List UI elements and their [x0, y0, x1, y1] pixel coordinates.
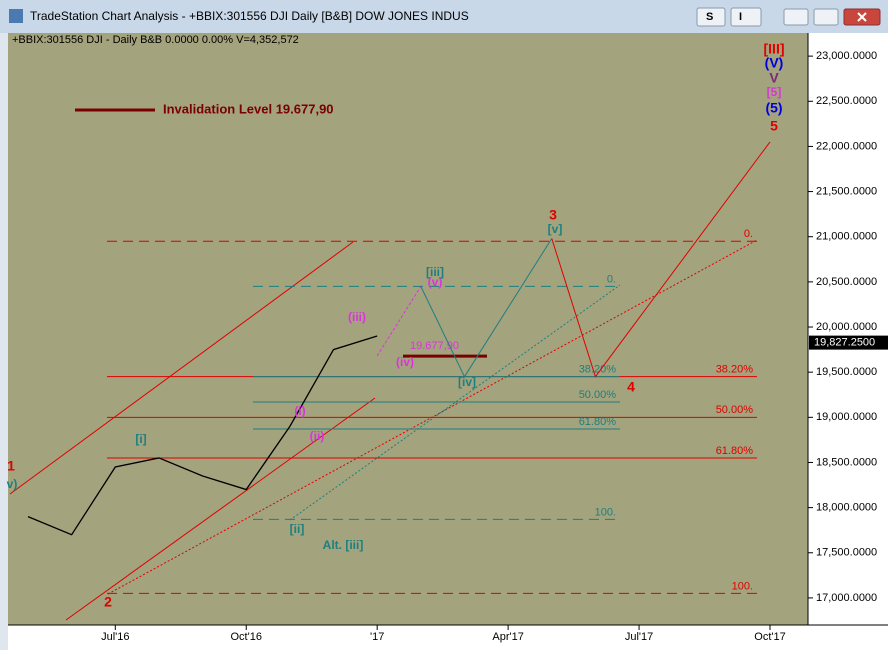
wave-label: (iii) — [348, 310, 366, 324]
maximize-button[interactable] — [813, 8, 839, 26]
invalidation-value-label: 19.677,90 — [410, 340, 459, 352]
channel-line — [9, 241, 354, 495]
wave-label: (ii) — [310, 429, 325, 443]
channel-line — [289, 284, 621, 521]
y-tick-label: 18,500.0000 — [816, 456, 877, 468]
channel-line — [65, 397, 376, 621]
wave-label: [5] — [767, 85, 782, 99]
wave-label: (5) — [765, 100, 782, 116]
fib-label: 61.80% — [579, 416, 617, 428]
x-tick-label: Apr'17 — [492, 631, 523, 643]
wave-label: 3 — [549, 207, 557, 223]
wave-label: Alt. [iii] — [323, 538, 364, 552]
close-icon — [857, 12, 867, 22]
wave-label: [III] — [764, 41, 785, 57]
y-tick-label: 21,500.0000 — [816, 185, 877, 197]
y-tick-label: 22,500.0000 — [816, 95, 877, 107]
last-price-tag — [809, 335, 888, 350]
wave-label: 2 — [104, 594, 112, 610]
fib-label: 0. — [744, 228, 753, 240]
window-title: TradeStation Chart Analysis - +BBIX:3015… — [30, 9, 469, 23]
invalidation-text: Invalidation Level 19.677,90 — [163, 101, 334, 116]
x-tick-label: Oct'17 — [754, 631, 785, 643]
fib-label: 38.20% — [579, 364, 617, 376]
app-icon — [9, 9, 23, 23]
fib-label: 50.00% — [579, 389, 617, 401]
fib-label: 100. — [732, 580, 753, 592]
y-tick-label: 20,500.0000 — [816, 276, 877, 288]
wave-label: V — [769, 70, 779, 86]
wave-label: 5 — [770, 118, 778, 134]
last-price-label: 19,827.2500 — [814, 337, 875, 349]
wave-label: 4 — [627, 379, 635, 395]
wave-label: (V) — [765, 55, 784, 71]
wave-label: (iv) — [396, 355, 414, 369]
x-axis-area — [8, 625, 888, 650]
series-line — [27, 335, 378, 536]
y-tick-label: 18,000.0000 — [816, 502, 877, 514]
y-tick-label: 21,000.0000 — [816, 231, 877, 243]
fib-label: 50.00% — [716, 404, 754, 416]
fib-label: 0. — [607, 273, 616, 285]
y-tick-label: 19,000.0000 — [816, 411, 877, 423]
series-line — [376, 286, 422, 357]
series-line — [420, 238, 553, 378]
s-button-label[interactable]: S — [706, 11, 713, 23]
fib-label: 100. — [595, 506, 616, 518]
minimize-button[interactable] — [783, 8, 809, 26]
wave-label: [v] — [548, 222, 563, 236]
wave-label: [iii] — [426, 265, 444, 279]
fib-label: 61.80% — [716, 445, 754, 457]
series-line — [551, 141, 771, 378]
i-button-label[interactable]: I — [739, 11, 742, 23]
y-tick-label: 19,500.0000 — [816, 366, 877, 378]
x-tick-label: '17 — [370, 631, 384, 643]
plot-area — [8, 33, 808, 625]
y-tick-label: 17,500.0000 — [816, 547, 877, 559]
s-button[interactable] — [696, 7, 726, 27]
wave-label: (i) — [294, 404, 305, 418]
chart-subtitle: +BBIX:301556 DJI - Daily B&B 0.0000 0.00… — [12, 34, 299, 46]
x-tick-label: Oct'16 — [231, 631, 262, 643]
wave-label: v) — [7, 477, 18, 491]
wave-label: [iv] — [458, 375, 476, 389]
y-tick-label: 23,000.0000 — [816, 50, 877, 62]
wave-label: (v) — [428, 275, 443, 289]
fib-label: 38.20% — [716, 364, 754, 376]
y-tick-label: 17,000.0000 — [816, 592, 877, 604]
x-tick-label: Jul'17 — [625, 631, 653, 643]
wave-label: [i] — [135, 432, 146, 446]
y-axis-area — [808, 33, 888, 625]
y-tick-label: 20,000.0000 — [816, 321, 877, 333]
y-tick-label: 22,000.0000 — [816, 140, 877, 152]
x-tick-label: Jul'16 — [101, 631, 129, 643]
wave-label: [ii] — [290, 522, 305, 536]
wave-label: 1 — [7, 458, 15, 474]
i-button[interactable] — [730, 7, 762, 27]
